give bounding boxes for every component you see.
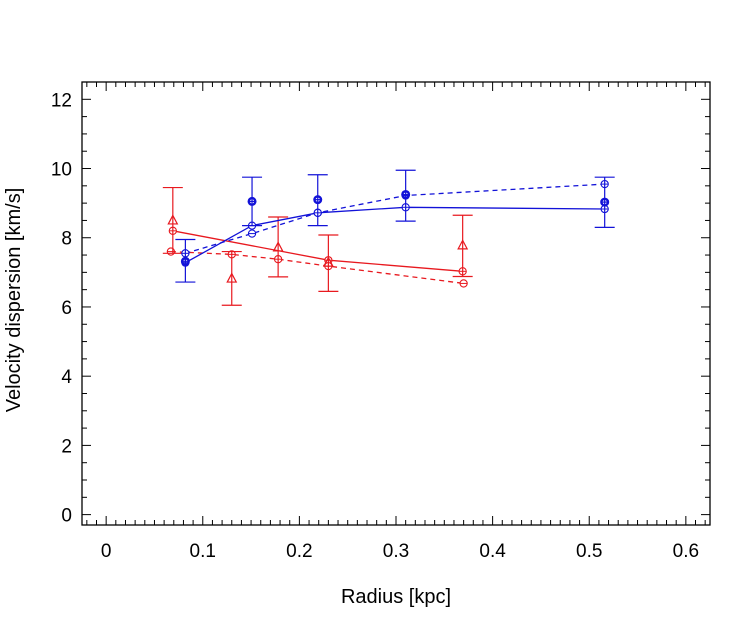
blue-model-dashed-line — [185, 183, 605, 254]
triangle-marker — [226, 272, 238, 283]
plot-frame — [81, 81, 711, 526]
y-axis-title: Velocity dispersion [km/s] — [3, 188, 25, 413]
x-tick-label: 0.1 — [190, 541, 216, 562]
triangle-marker — [322, 256, 334, 267]
red-observed — [162, 186, 473, 306]
y-tick-label: 10 — [51, 160, 72, 181]
y-tick-labels: 0 2 4 6 8 10 12 — [51, 90, 73, 526]
blue-observed — [175, 169, 615, 283]
y-tick-label: 12 — [51, 90, 72, 111]
x-tick-label: 0 — [101, 541, 112, 562]
y-tick-label: 8 — [61, 229, 72, 250]
axis-ticks — [82, 81, 710, 525]
y-tick-label: 4 — [61, 367, 72, 388]
y-tick-label: 6 — [61, 298, 72, 319]
y-tick-label: 2 — [61, 436, 72, 457]
x-tick-label: 0.2 — [286, 541, 312, 562]
x-tick-label: 0.5 — [576, 541, 602, 562]
x-tick-labels: 0 0.1 0.2 0.3 0.4 0.5 0.6 — [101, 541, 699, 562]
blue-model-dashed — [181, 179, 609, 258]
series-layer — [162, 169, 615, 306]
red-model-dashed-line — [170, 250, 464, 285]
y-tick-label: 0 — [61, 506, 72, 527]
x-axis-title: Radius [kpc] — [341, 586, 451, 608]
x-tick-label: 0.3 — [383, 541, 409, 562]
x-tick-label: 0.4 — [479, 541, 506, 562]
x-tick-label: 0.6 — [673, 541, 699, 562]
triangle-marker — [457, 239, 469, 250]
triangle-marker — [167, 214, 179, 225]
red-model-solid — [168, 226, 467, 276]
triangle-marker — [272, 241, 284, 252]
